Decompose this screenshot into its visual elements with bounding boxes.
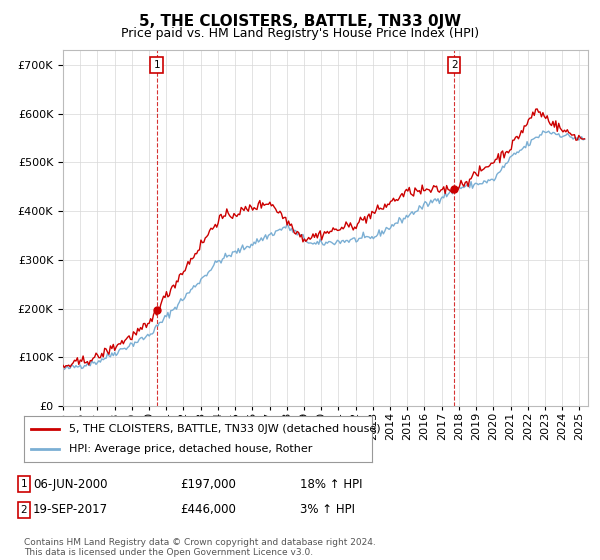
Text: Price paid vs. HM Land Registry's House Price Index (HPI): Price paid vs. HM Land Registry's House … [121, 27, 479, 40]
Text: 5, THE CLOISTERS, BATTLE, TN33 0JW (detached house): 5, THE CLOISTERS, BATTLE, TN33 0JW (deta… [69, 424, 381, 434]
Text: 1: 1 [20, 479, 28, 489]
Text: £197,000: £197,000 [180, 478, 236, 491]
Text: 3% ↑ HPI: 3% ↑ HPI [300, 503, 355, 516]
Text: 2: 2 [451, 60, 457, 70]
Text: 18% ↑ HPI: 18% ↑ HPI [300, 478, 362, 491]
Text: 5, THE CLOISTERS, BATTLE, TN33 0JW: 5, THE CLOISTERS, BATTLE, TN33 0JW [139, 14, 461, 29]
Text: £446,000: £446,000 [180, 503, 236, 516]
Text: 19-SEP-2017: 19-SEP-2017 [33, 503, 108, 516]
Text: Contains HM Land Registry data © Crown copyright and database right 2024.
This d: Contains HM Land Registry data © Crown c… [24, 538, 376, 557]
Text: 1: 1 [154, 60, 160, 70]
Text: 06-JUN-2000: 06-JUN-2000 [33, 478, 107, 491]
Text: HPI: Average price, detached house, Rother: HPI: Average price, detached house, Roth… [69, 444, 313, 454]
Text: 2: 2 [20, 505, 28, 515]
